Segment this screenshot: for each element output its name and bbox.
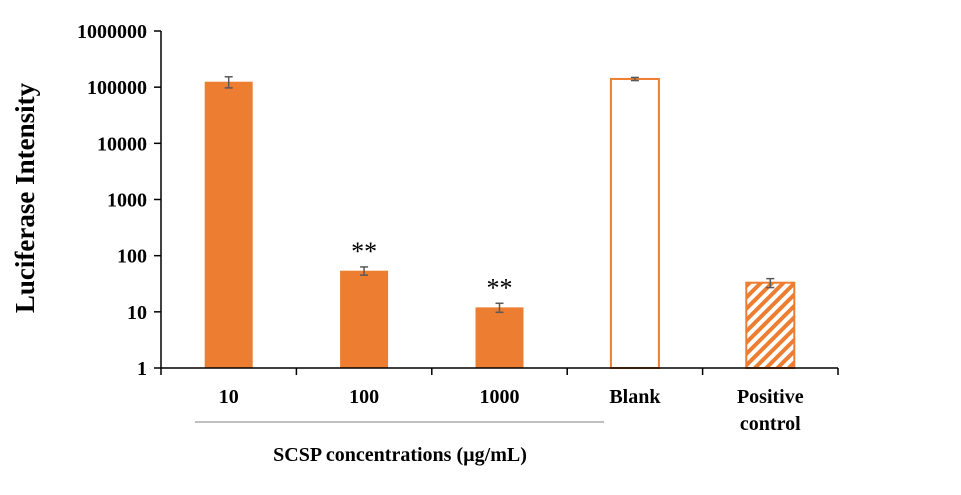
y-tick-label: 100	[117, 246, 147, 268]
axes	[160, 31, 839, 375]
y-tick-label: 1000000	[77, 21, 147, 43]
bar	[204, 81, 253, 368]
significance-marker: **	[351, 237, 377, 266]
bar	[609, 77, 660, 370]
y-axis-ticks: 1 10 100 1000 10000 100000 1000000	[77, 21, 161, 380]
x-tick-label: control	[740, 413, 801, 435]
x-tick-label: 10	[219, 386, 239, 408]
bar	[475, 307, 524, 368]
significance-marker: **	[487, 273, 513, 302]
x-tick-label: Positive	[737, 386, 804, 408]
group-label: SCSP concentrations (µg/mL)	[273, 444, 527, 466]
y-tick-label: 10	[127, 302, 147, 324]
y-tick-label: 10000	[97, 133, 147, 155]
bars: ** **	[204, 76, 796, 370]
bar	[745, 281, 796, 370]
y-tick-label: 1	[137, 358, 147, 380]
bar	[340, 270, 389, 368]
y-tick-label: 100000	[87, 77, 147, 99]
x-axis-categories: 10 100 1000 Blank Positive control	[219, 386, 804, 435]
x-tick-label: 100	[349, 386, 379, 408]
x-tick-label: 1000	[480, 386, 520, 408]
y-tick-label: 1000	[107, 190, 147, 212]
x-tick-label: Blank	[609, 386, 661, 408]
y-axis-label: Luciferase Intensity	[10, 82, 40, 313]
